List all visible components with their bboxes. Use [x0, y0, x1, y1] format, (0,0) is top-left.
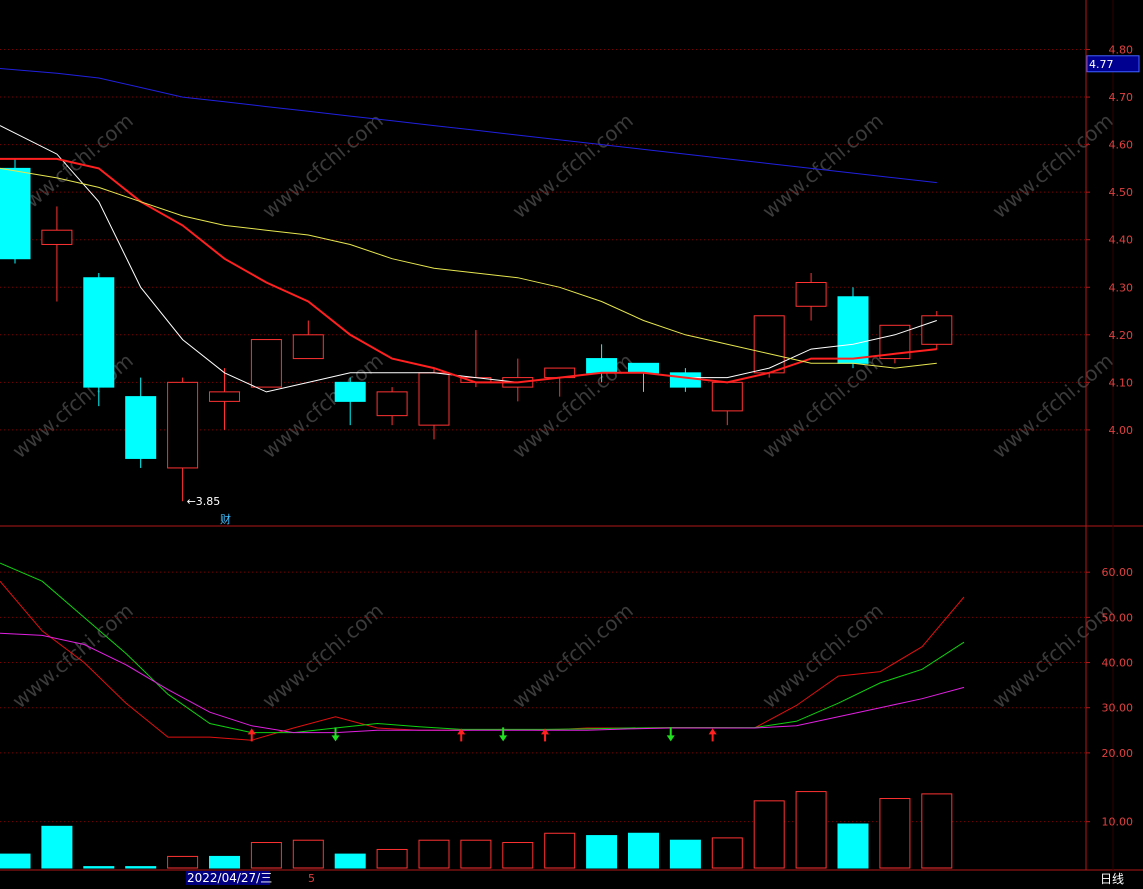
watermark-text: www.cfchi.com	[258, 108, 388, 223]
price-panel[interactable]: ←3.85 财	[0, 68, 953, 527]
low-price-marker: ←3.85	[187, 495, 221, 508]
grid-layer	[0, 0, 1143, 871]
candle[interactable]	[711, 381, 743, 426]
buy-signal-arrow-icon[interactable]	[247, 728, 256, 742]
moving-average-line[interactable]	[0, 68, 937, 184]
volume-bar[interactable]	[669, 839, 701, 869]
indicator-panel[interactable]	[0, 562, 965, 742]
volume-bar[interactable]	[418, 839, 450, 869]
indicator-line[interactable]	[0, 562, 965, 734]
candle[interactable]	[795, 272, 827, 321]
watermark-text: www.cfchi.com	[508, 348, 638, 463]
volume-bar[interactable]	[250, 842, 282, 869]
volume-bar[interactable]	[837, 823, 869, 869]
volume-bar[interactable]	[292, 839, 324, 869]
volume-bar[interactable]	[125, 866, 157, 869]
volume-bar[interactable]	[753, 800, 785, 869]
buy-signal-arrow-icon[interactable]	[541, 728, 550, 742]
volume-tick-label: 10.00	[1102, 816, 1134, 829]
price-tick-label: 4.50	[1109, 186, 1134, 199]
indicator-line[interactable]	[0, 632, 965, 734]
price-tick-label: 4.30	[1109, 281, 1134, 294]
sell-signal-arrow-icon[interactable]	[331, 727, 340, 742]
indicator-tick-label: 30.00	[1102, 702, 1134, 715]
watermark-text: www.cfchi.com	[988, 598, 1118, 713]
moving-average-line[interactable]	[0, 125, 937, 393]
watermark-text: www.cfchi.com	[508, 108, 638, 223]
volume-bar[interactable]	[460, 839, 492, 869]
candle[interactable]	[167, 377, 199, 502]
indicator-tick-label: 50.00	[1102, 611, 1134, 624]
moving-average-line[interactable]	[0, 157, 937, 384]
volume-bar[interactable]	[586, 835, 618, 869]
buy-signal-arrow-icon[interactable]	[457, 728, 466, 742]
moving-average-line[interactable]	[0, 167, 937, 369]
sell-signal-arrow-icon[interactable]	[499, 727, 508, 742]
watermark-text: www.cfchi.com	[508, 598, 638, 713]
candle[interactable]	[41, 206, 73, 302]
candle[interactable]	[83, 272, 115, 407]
volume-bar[interactable]	[41, 825, 73, 869]
volume-bar[interactable]	[544, 832, 576, 869]
candle[interactable]	[921, 311, 953, 350]
volume-bar[interactable]	[83, 866, 115, 869]
price-tick-label: 4.60	[1109, 139, 1134, 152]
volume-bar[interactable]	[921, 793, 953, 869]
volume-bar[interactable]	[334, 853, 366, 869]
current-price-box	[1086, 55, 1140, 73]
candle[interactable]	[837, 287, 869, 369]
watermark-text: www.cfchi.com	[8, 348, 138, 463]
price-tick-label: 4.80	[1109, 44, 1134, 57]
volume-bar[interactable]	[376, 848, 408, 869]
price-tick-label: 4.10	[1109, 376, 1134, 389]
volume-bar[interactable]	[209, 855, 240, 869]
watermark-text: www.cfchi.com	[988, 108, 1118, 223]
period-label[interactable]: 日线	[1100, 872, 1124, 886]
indicator-tick-label: 20.00	[1102, 747, 1134, 760]
watermark-text: www.cfchi.com	[258, 598, 388, 713]
candle[interactable]	[125, 377, 157, 468]
date-label[interactable]: 2022/04/27/三	[187, 871, 272, 885]
candle[interactable]	[250, 339, 282, 388]
candle[interactable]	[502, 358, 534, 402]
volume-bar[interactable]	[502, 842, 534, 869]
watermark-text: www.cfchi.com	[758, 598, 888, 713]
buy-signal-arrow-icon[interactable]	[708, 728, 717, 742]
candle[interactable]	[209, 368, 240, 430]
indicator-tick-label: 40.00	[1102, 657, 1134, 670]
price-tick-label: 4.00	[1109, 424, 1134, 437]
candle[interactable]	[334, 377, 366, 426]
volume-bar[interactable]	[0, 853, 31, 869]
candle[interactable]	[292, 320, 324, 360]
volume-bar[interactable]	[167, 855, 199, 869]
sell-signal-arrow-icon[interactable]	[666, 727, 675, 742]
page-marker[interactable]: 5	[308, 872, 315, 885]
current-price-label: 4.77	[1089, 58, 1114, 71]
volume-bar[interactable]	[711, 837, 743, 869]
candle[interactable]	[0, 158, 31, 264]
price-tick-label: 4.20	[1109, 329, 1134, 342]
candle[interactable]	[669, 368, 701, 392]
watermark-text: www.cfchi.com	[758, 108, 888, 223]
volume-bar[interactable]	[795, 791, 827, 869]
candle[interactable]	[376, 387, 408, 426]
date-label-bg	[186, 871, 270, 885]
watermark-text: www.cfchi.com	[988, 348, 1118, 463]
financial-event-marker[interactable]: 财	[220, 512, 231, 526]
price-tick-label: 4.40	[1109, 234, 1134, 247]
indicator-tick-label: 60.00	[1102, 566, 1134, 579]
price-axis: 4.00 4.10 4.20 4.30 4.40 4.50 4.60 4.70 4.804.77…	[1086, 44, 1140, 829]
volume-bar[interactable]	[879, 798, 911, 869]
candle[interactable]	[418, 368, 450, 440]
volume-bar[interactable]	[628, 832, 659, 869]
price-tick-label: 4.70	[1109, 91, 1134, 104]
footer-bar: 2022/04/27/三 5 日线	[186, 871, 1124, 886]
volume-panel[interactable]	[0, 791, 953, 869]
candle[interactable]	[628, 362, 659, 392]
